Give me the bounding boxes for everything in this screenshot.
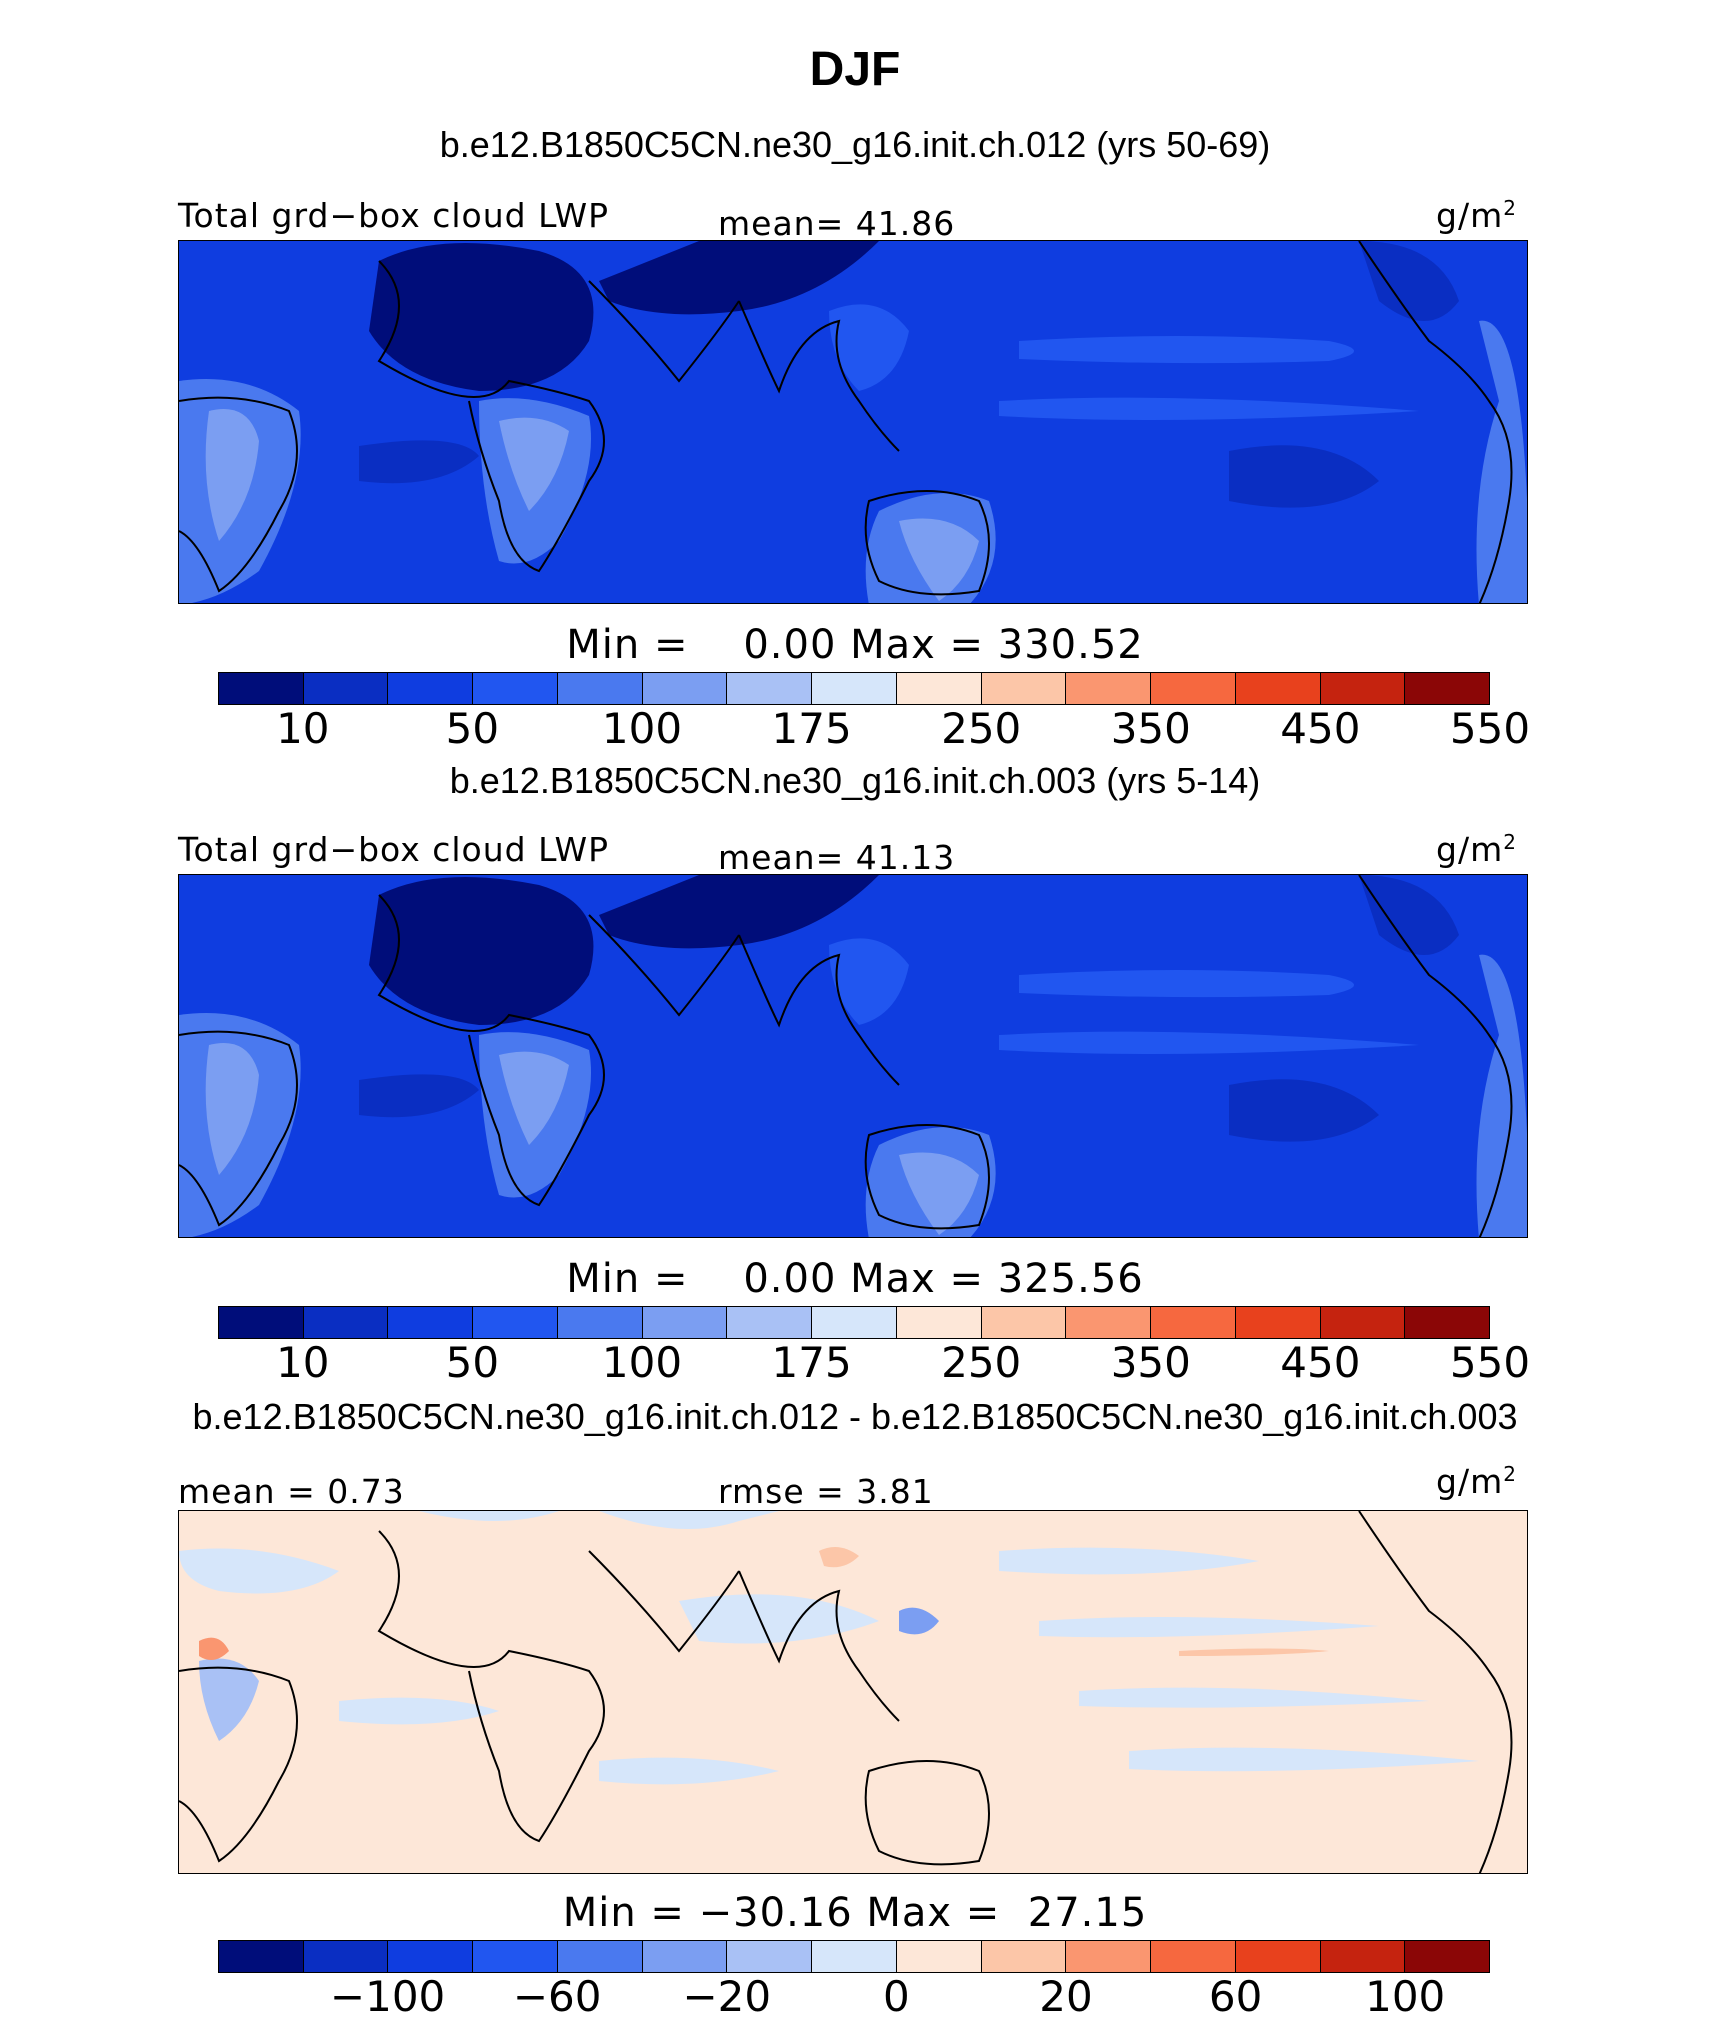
colorbar-box (557, 1307, 643, 1338)
colorbar-tick-label: 100 (601, 704, 683, 753)
colorbar-box (642, 673, 728, 704)
colorbar-box (727, 1941, 813, 1972)
panel1-map (178, 240, 1528, 604)
panel3-rmse-label: rmse = 3.81 (718, 1472, 934, 1511)
panel3-case-title: b.e12.B1850C5CN.ne30_g16.init.ch.012 - b… (192, 1396, 1518, 1437)
colorbar-box (219, 1941, 304, 1972)
colorbar-tick-label: 0 (883, 1972, 910, 2021)
colorbar-box (812, 673, 897, 704)
colorbar-box (1405, 673, 1490, 704)
panel3-minmax: Min = −30.16 Max = 27.15 (562, 1890, 1148, 1936)
panel3-colorbar-ticks: −100 −60 −20 0 20 60 100 (218, 1972, 1490, 2022)
panel3-map (178, 1510, 1528, 1874)
colorbar-box (303, 1941, 389, 1972)
panel2-units-label: g/m2 (1436, 830, 1517, 869)
colorbar-tick-label: 550 (1449, 1338, 1531, 1387)
colorbar-tick-label: 50 (445, 1338, 500, 1387)
panel1-case-title: b.e12.B1850C5CN.ne30_g16.init.ch.012 (yr… (439, 124, 1271, 165)
colorbar-tick-label: 20 (1039, 1972, 1093, 2021)
panel1-units-label: g/m2 (1436, 196, 1517, 235)
colorbar-box (727, 673, 813, 704)
colorbar-tick-label: −100 (329, 1972, 446, 2021)
colorbar-tick-label: 250 (941, 1338, 1022, 1387)
panel1-colorbar (218, 672, 1490, 705)
colorbar-tick-label: 100 (601, 1338, 683, 1387)
colorbar-box (981, 673, 1067, 704)
panel2-case-title: b.e12.B1850C5CN.ne30_g16.init.ch.003 (yr… (449, 760, 1261, 801)
colorbar-tick-label: 50 (445, 704, 500, 753)
colorbar-tick-label: 350 (1110, 704, 1191, 753)
colorbar-box (557, 673, 643, 704)
colorbar-box (981, 1941, 1067, 1972)
colorbar-box (981, 1307, 1067, 1338)
colorbar-tick-label: 175 (771, 1338, 852, 1387)
colorbar-box (388, 673, 474, 704)
colorbar-box (1151, 1307, 1236, 1338)
colorbar-box (1320, 1307, 1406, 1338)
colorbar-tick-label: −20 (682, 1972, 772, 2021)
colorbar-box (388, 1307, 474, 1338)
colorbar-tick-label: 175 (771, 704, 852, 753)
panel1-colorbar-ticks: 10 50 100 175 250 350 450 550 (218, 704, 1530, 754)
figure-title: DJF (809, 43, 901, 96)
colorbar-box (1320, 673, 1406, 704)
colorbar-tick-label: 550 (1449, 704, 1531, 753)
colorbar-box (1405, 1941, 1490, 1972)
colorbar-tick-label: 450 (1280, 704, 1361, 753)
colorbar-box (1235, 673, 1321, 704)
colorbar-box (1066, 673, 1152, 704)
panel1-mean-label: mean= 41.86 (718, 204, 956, 243)
colorbar-box (1320, 1941, 1406, 1972)
panel1-variable-label: Total grd−box cloud LWP (178, 196, 609, 235)
panel2-map (178, 874, 1528, 1238)
panel2-variable-label: Total grd−box cloud LWP (178, 830, 609, 869)
panel2-colorbar (218, 1306, 1490, 1339)
panel3-mean-label: mean = 0.73 (178, 1472, 405, 1511)
panel2-mean-label: mean= 41.13 (718, 838, 956, 877)
colorbar-box (642, 1941, 728, 1972)
colorbar-tick-label: 250 (941, 704, 1022, 753)
panel2-minmax: Min = 0.00 Max = 325.56 (566, 1256, 1144, 1302)
colorbar-box (896, 1307, 982, 1338)
colorbar-box (473, 1307, 558, 1338)
colorbar-box (812, 1307, 897, 1338)
colorbar-tick-label: 350 (1110, 1338, 1191, 1387)
colorbar-box (473, 673, 558, 704)
colorbar-tick-label: 450 (1280, 1338, 1361, 1387)
colorbar-box (896, 673, 982, 704)
colorbar-box (1235, 1941, 1321, 1972)
colorbar-box (303, 1307, 389, 1338)
colorbar-box (812, 1941, 897, 1972)
colorbar-box (303, 673, 389, 704)
colorbar-box (896, 1941, 982, 1972)
colorbar-tick-label: 10 (276, 704, 330, 753)
panel2-colorbar-ticks: 10 50 100 175 250 350 450 550 (218, 1338, 1530, 1388)
colorbar-box (388, 1941, 474, 1972)
panel1-minmax: Min = 0.00 Max = 330.52 (566, 622, 1144, 668)
colorbar-box (1405, 1307, 1490, 1338)
colorbar-tick-label: 60 (1208, 1972, 1263, 2021)
colorbar-box (727, 1307, 813, 1338)
colorbar-tick-label: 100 (1365, 1972, 1446, 2021)
panel3-units-label: g/m2 (1436, 1462, 1517, 1501)
colorbar-box (1151, 1941, 1236, 1972)
colorbar-box (642, 1307, 728, 1338)
colorbar-box (1066, 1941, 1152, 1972)
colorbar-box (557, 1941, 643, 1972)
colorbar-box (219, 1307, 304, 1338)
colorbar-box (219, 673, 304, 704)
panel3-colorbar (218, 1940, 1490, 1973)
colorbar-tick-label: −60 (512, 1972, 602, 2021)
colorbar-box (1151, 673, 1236, 704)
colorbar-box (473, 1941, 558, 1972)
colorbar-box (1066, 1307, 1152, 1338)
colorbar-box (1235, 1307, 1321, 1338)
colorbar-tick-label: 10 (276, 1338, 330, 1387)
